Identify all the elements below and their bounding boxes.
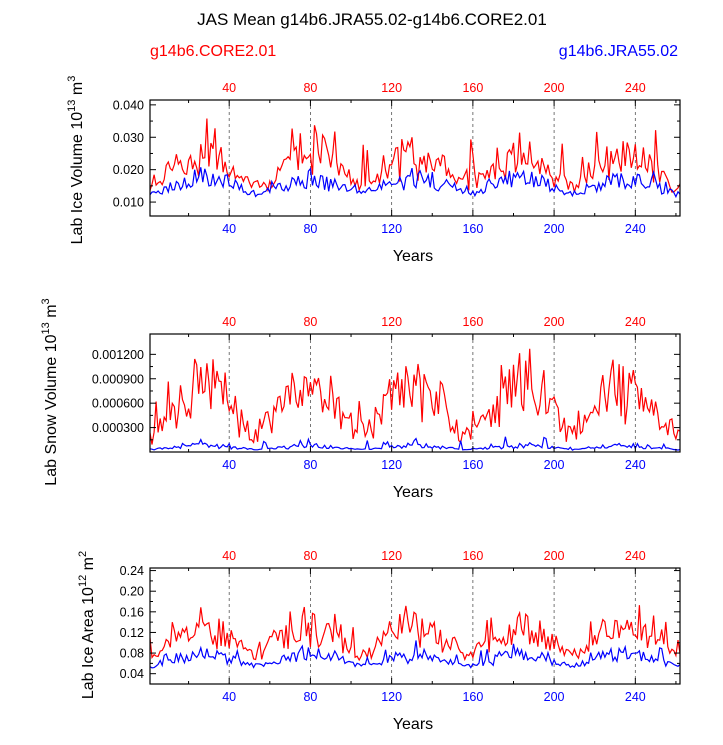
plot-frame <box>149 567 681 685</box>
y-axis-label: Lab Snow Volume 1013 m3 <box>40 298 60 485</box>
y-tick-label: 0.030 <box>113 131 144 145</box>
jra-series-line <box>150 167 680 199</box>
y-axis-label: Lab Ice Area 1012 m2 <box>77 551 97 699</box>
panel-3: 0.04 0.08 0.12 0.16 0.20 0.24 40 80 120 160 200 240… <box>77 549 681 733</box>
x-tick-label-bottom: 40 <box>222 458 236 472</box>
x-tick-label-top: 200 <box>544 315 565 329</box>
y-tick-label: 0.040 <box>113 98 144 112</box>
x-tick-label-bottom: 240 <box>625 690 646 704</box>
x-tick-label-bottom: 240 <box>625 222 646 236</box>
x-tick-label-top: 120 <box>381 549 402 563</box>
panel-2: 0.000300 0.000600 0.000900 0.001200 40 80 120 1… <box>40 298 681 501</box>
x-tick-label-top: 160 <box>462 549 483 563</box>
x-tick-label-bottom: 80 <box>303 222 317 236</box>
x-tick-label-top: 160 <box>462 315 483 329</box>
y-tick-label: 0.000900 <box>92 372 144 386</box>
x-tick-label-bottom: 80 <box>303 458 317 472</box>
x-tick-label-bottom: 160 <box>462 458 483 472</box>
x-tick-label-bottom: 120 <box>381 690 402 704</box>
x-tick-label-bottom: 200 <box>544 222 565 236</box>
x-tick-label-top: 40 <box>222 549 236 563</box>
x-tick-label-top: 80 <box>303 81 317 95</box>
y-tick-label: 0.001200 <box>92 348 144 362</box>
x-axis-label: Years <box>393 716 433 733</box>
y-tick-label: 0.12 <box>120 626 144 640</box>
jra-series-line <box>150 640 680 669</box>
y-axis-label: Lab Ice Volume 1013 m3 <box>66 76 86 245</box>
y-tick-label: 0.020 <box>113 163 144 177</box>
core-series-line <box>150 348 680 445</box>
x-tick-label-top: 160 <box>462 81 483 95</box>
core-series-line <box>150 118 680 193</box>
y-tick-label: 0.010 <box>113 196 144 210</box>
chart-title: JAS Mean g14b6.JRA55.02-g14b6.CORE2.01 <box>197 10 547 29</box>
x-tick-label-top: 240 <box>625 81 646 95</box>
jra-label: g14b6.JRA55.02 <box>559 43 678 60</box>
y-tick-label: 0.08 <box>120 647 144 661</box>
x-tick-label-top: 80 <box>303 315 317 329</box>
x-tick-label-top: 240 <box>625 315 646 329</box>
x-tick-label-top: 40 <box>222 315 236 329</box>
x-tick-label-bottom: 240 <box>625 458 646 472</box>
y-tick-label: 0.24 <box>120 564 144 578</box>
x-tick-label-top: 80 <box>303 549 317 563</box>
x-tick-label-bottom: 200 <box>544 458 565 472</box>
x-tick-label-bottom: 120 <box>381 222 402 236</box>
x-tick-label-bottom: 40 <box>222 222 236 236</box>
panels: 0.010 0.020 0.030 0.040 40 80 120 160 200 240 40 80… <box>40 76 681 733</box>
y-tick-label: 0.000300 <box>92 421 144 435</box>
x-tick-label-top: 240 <box>625 549 646 563</box>
x-tick-label-top: 120 <box>381 81 402 95</box>
y-tick-label: 0.000600 <box>92 397 144 411</box>
x-tick-label-top: 200 <box>544 549 565 563</box>
plot-frame <box>149 333 681 453</box>
x-tick-label-top: 120 <box>381 315 402 329</box>
x-tick-label-top: 200 <box>544 81 565 95</box>
panel-1: 0.010 0.020 0.030 0.040 40 80 120 160 200 240 40 80… <box>66 76 681 265</box>
y-tick-label: 0.04 <box>120 667 144 681</box>
x-tick-label-bottom: 160 <box>462 222 483 236</box>
x-tick-label-bottom: 120 <box>381 458 402 472</box>
x-tick-label-bottom: 160 <box>462 690 483 704</box>
y-tick-label: 0.20 <box>120 585 144 599</box>
x-tick-label-top: 40 <box>222 81 236 95</box>
x-axis-label: Years <box>393 248 433 265</box>
x-axis-label: Years <box>393 484 433 501</box>
y-tick-label: 0.16 <box>120 605 144 619</box>
x-tick-label-bottom: 80 <box>303 690 317 704</box>
jra-series-line <box>150 436 680 451</box>
plot-frame <box>149 99 681 217</box>
x-tick-label-bottom: 200 <box>544 690 565 704</box>
x-tick-label-bottom: 40 <box>222 690 236 704</box>
core-label: g14b6.CORE2.01 <box>150 43 276 60</box>
core-series-line <box>150 605 680 662</box>
